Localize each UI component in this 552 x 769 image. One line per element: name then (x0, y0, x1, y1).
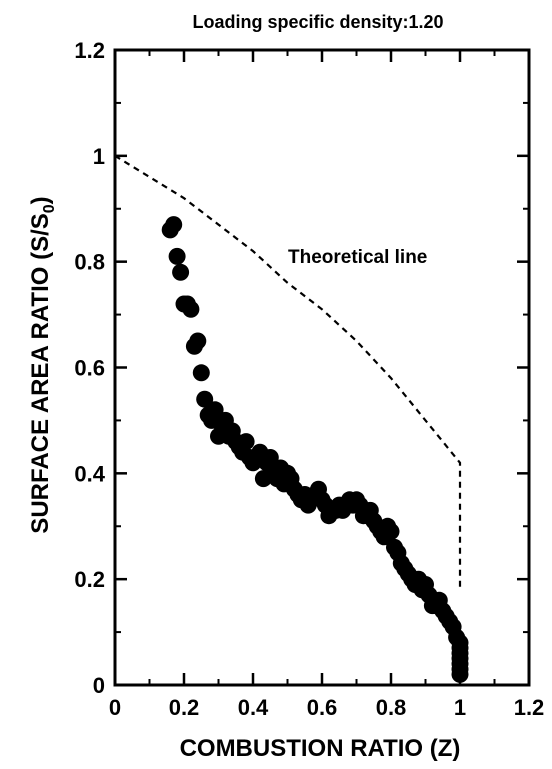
y-axis-label-subscript: 0 (41, 204, 58, 213)
y-axis-ticks (115, 48, 529, 687)
data-point (196, 390, 214, 408)
data-point (182, 300, 200, 318)
data-point (168, 247, 186, 265)
data-point (189, 332, 207, 350)
x-tick-label: 1.2 (514, 695, 545, 720)
x-axis-tick-labels: 0 0.2 0.4 0.6 0.8 1 1.2 (109, 695, 544, 720)
theoretical-line (114, 154, 462, 590)
y-axis-label-main: SURFACE AREA RATIO (S/S (27, 213, 54, 533)
y-axis-tick-labels: 0 0.2 0.4 0.6 0.8 1 1.2 (74, 38, 105, 698)
theoretical-line-annotation: Theoretical line (288, 247, 427, 268)
y-tick-label: 0 (93, 673, 105, 698)
data-point (254, 470, 272, 488)
y-axis-label: SURFACE AREA RATIO (S/S0) (27, 196, 58, 533)
x-axis-label: COMBUSTION RATIO (Z) (180, 735, 461, 762)
data-point (206, 401, 224, 419)
x-tick-label: 0.2 (169, 695, 200, 720)
y-axis-label-close: ) (27, 196, 54, 204)
y-tick-label: 0.4 (74, 461, 105, 486)
y-tick-label: 1 (93, 144, 105, 169)
x-tick-label: 0.8 (376, 695, 407, 720)
chart-title: Loading specific density:1.20 (192, 12, 443, 32)
x-axis-ticks (113, 50, 531, 685)
y-tick-label: 0.6 (74, 356, 105, 381)
data-point (172, 263, 190, 281)
measured-markers (161, 216, 469, 683)
data-point (237, 433, 255, 451)
y-tick-label: 0.2 (74, 567, 105, 592)
x-tick-label: 0.6 (307, 695, 338, 720)
y-tick-label: 1.2 (74, 38, 105, 63)
plot-border (113, 48, 531, 687)
data-point (192, 364, 210, 382)
data-point (382, 523, 400, 540)
x-tick-label: 1 (454, 695, 466, 720)
plot-frame (113, 48, 531, 687)
y-tick-label: 0.8 (74, 250, 105, 275)
x-tick-label: 0.4 (238, 695, 269, 720)
data-point (451, 665, 469, 683)
data-point (165, 216, 183, 234)
x-tick-label: 0 (109, 695, 121, 720)
